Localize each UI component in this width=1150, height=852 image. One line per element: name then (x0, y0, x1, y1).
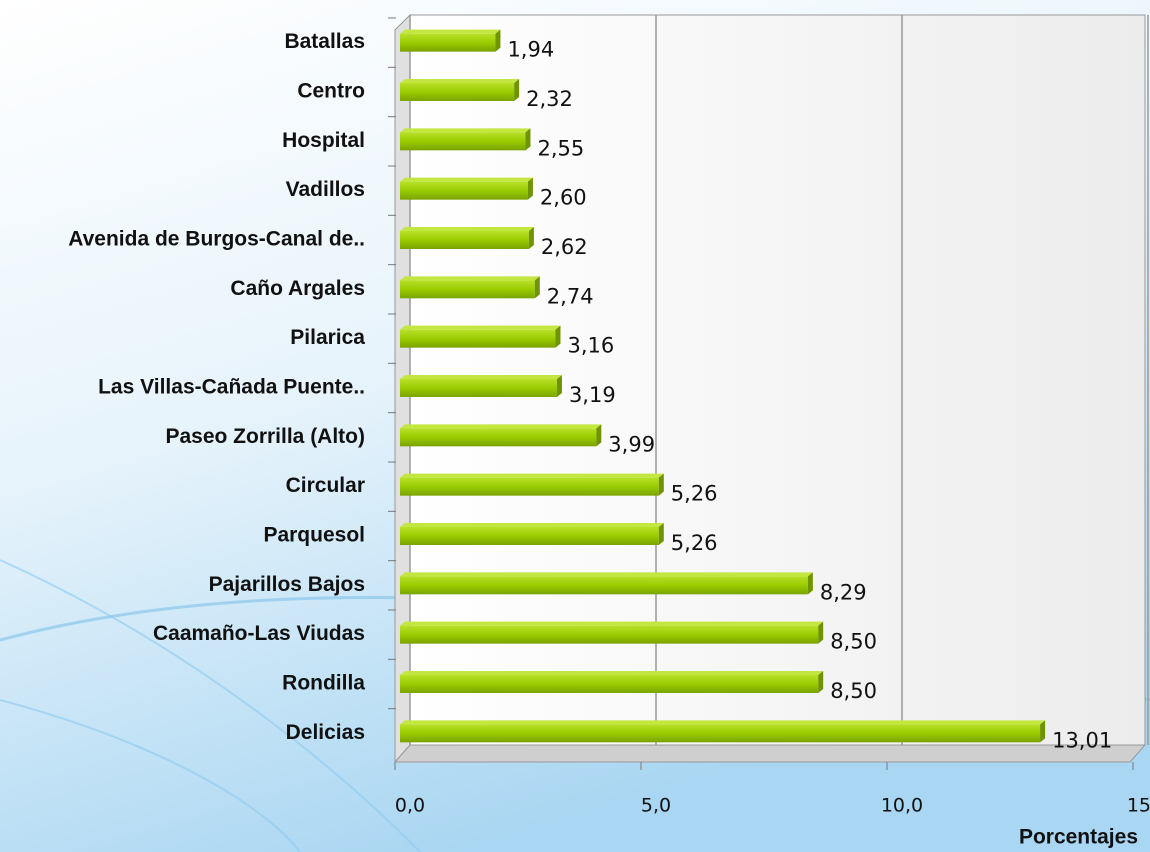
category-label: Circular (286, 474, 365, 497)
swoosh (0, 699, 301, 852)
category-label: Caamaño-Las Viudas (153, 622, 365, 645)
value-label: 5,26 (671, 531, 718, 555)
bar-top (400, 424, 602, 429)
x-tick-label: 15,0 (1127, 795, 1150, 817)
category-label: Avenida de Burgos-Canal de.. (68, 228, 365, 251)
bar-top (400, 128, 531, 133)
value-label: 2,74 (547, 284, 594, 308)
bar-end (596, 424, 602, 447)
bar-end (495, 29, 501, 52)
bar (400, 83, 515, 101)
bar (400, 329, 556, 348)
category-label: Centro (297, 80, 365, 103)
bar-end (534, 276, 540, 299)
bar-end (514, 79, 520, 101)
category-label: Vadillos (286, 178, 365, 201)
bar-top (400, 473, 664, 478)
bar-top (400, 227, 534, 231)
bar-end (658, 523, 664, 545)
value-label: 1,94 (507, 38, 554, 62)
bar (400, 576, 808, 595)
category-label: Hospital (282, 129, 365, 152)
category-label: Parquesol (263, 524, 365, 547)
bar-top (400, 375, 562, 379)
bar-top (400, 325, 561, 330)
bar-end (525, 128, 531, 151)
bar-end (658, 473, 664, 496)
axis-title: Porcentajes (1019, 826, 1138, 849)
category-label: Las Villas-Cañada Puente.. (98, 376, 365, 399)
bar (400, 181, 528, 200)
bar-end (556, 375, 562, 397)
value-label: 5,26 (671, 482, 718, 506)
x-tick-label: 0,0 (395, 795, 425, 817)
bar-top (400, 671, 824, 675)
bar-end (527, 177, 533, 200)
bar-top (400, 177, 533, 182)
value-label: 2,55 (537, 136, 584, 160)
bar (400, 280, 535, 299)
bar-top (400, 276, 540, 281)
bar (400, 231, 529, 249)
bar-end (818, 621, 824, 644)
category-label: Batallas (284, 30, 365, 53)
bar (400, 428, 597, 447)
bar-end (555, 325, 561, 348)
bar-end (528, 227, 534, 249)
bar-top (400, 79, 520, 83)
bar-top (400, 720, 1046, 725)
bar-end (807, 572, 813, 595)
category-label: Paseo Zorrilla (Alto) (165, 425, 365, 448)
bar (400, 625, 819, 644)
value-label: 8,29 (820, 580, 867, 604)
category-label: Pilarica (290, 326, 365, 349)
bar-top (400, 29, 501, 34)
bar-end (1040, 720, 1046, 743)
floor (393, 744, 1147, 763)
bar (400, 477, 659, 496)
category-label: Delicias (286, 721, 365, 744)
bar (400, 724, 1041, 743)
bar (400, 379, 557, 397)
value-label: 2,62 (541, 235, 588, 259)
value-label: 8,50 (830, 679, 877, 703)
value-label: 3,16 (567, 334, 614, 358)
swoosh (0, 559, 421, 852)
bar (400, 675, 819, 693)
value-label: 2,32 (526, 87, 573, 111)
bar (400, 33, 496, 52)
bar (400, 527, 659, 545)
value-label: 8,50 (830, 630, 877, 654)
category-label: Rondilla (282, 672, 365, 695)
x-tick-label: 5,0 (641, 795, 671, 817)
category-label: Caño Argales (230, 277, 365, 300)
value-label: 2,60 (540, 186, 587, 210)
bar-top (400, 523, 664, 527)
category-label: Pajarillos Bajos (209, 573, 365, 596)
bar-end (818, 671, 824, 693)
bar-top (400, 572, 813, 577)
bar-top (400, 621, 824, 626)
value-label: 13,01 (1052, 728, 1112, 752)
x-tick-label: 10,0 (881, 795, 923, 817)
value-label: 3,19 (569, 383, 616, 407)
bar (400, 132, 526, 151)
value-label: 3,99 (608, 432, 655, 456)
